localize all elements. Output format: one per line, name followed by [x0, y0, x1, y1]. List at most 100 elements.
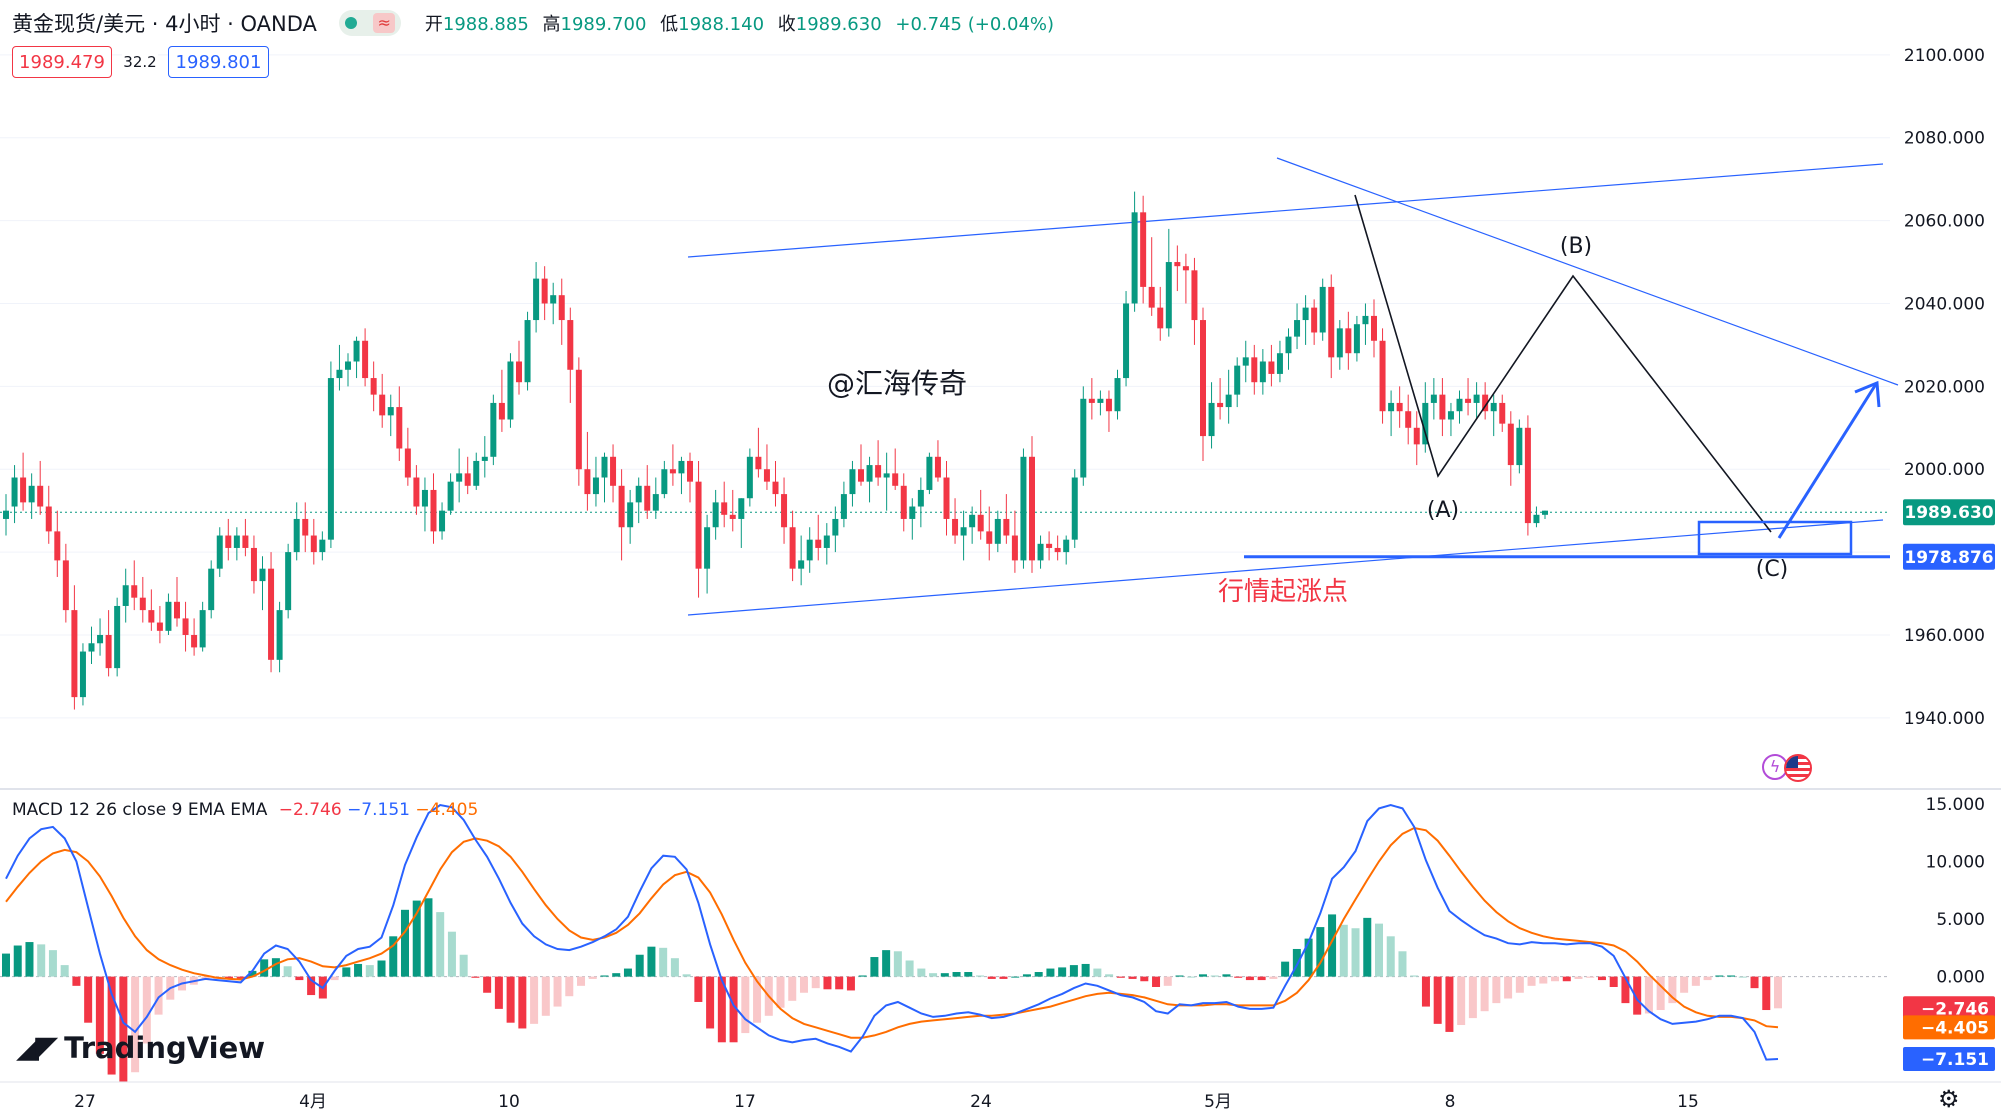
macd-histogram-bar — [1105, 974, 1114, 977]
last-price-badge — [1903, 499, 1995, 526]
macd-histogram-bar — [717, 976, 726, 1043]
candle-body — [464, 473, 471, 486]
candle-body — [199, 610, 206, 648]
candle-body — [866, 465, 873, 482]
macd-histogram-bar — [1750, 976, 1759, 989]
macd-histogram-bar — [659, 947, 668, 977]
candle-body — [969, 514, 976, 528]
candle-body — [994, 518, 1001, 544]
candle-body — [131, 585, 138, 598]
macd-histogram-bar — [1457, 976, 1466, 1026]
macd-histogram-bar — [354, 963, 363, 977]
macd-histogram-bar — [565, 976, 574, 997]
candle-body — [1054, 547, 1061, 553]
candle-body — [541, 278, 548, 304]
candle-body — [1157, 307, 1164, 329]
candle-body — [165, 601, 172, 631]
candle-body — [1490, 402, 1497, 412]
zone-rectangle[interactable] — [1697, 520, 1853, 556]
candle-body — [1413, 427, 1420, 445]
macd-histogram-bar — [1762, 976, 1771, 1011]
time-tick-label: 5月 — [1204, 1092, 1232, 1112]
candle-body — [327, 378, 334, 540]
macd-histogram-bar — [471, 976, 480, 978]
macd-histogram-bar — [741, 976, 750, 1034]
macd-histogram-bar — [506, 976, 515, 1023]
candle-body — [71, 610, 78, 698]
candle-body — [1105, 398, 1112, 412]
candle-body — [1182, 266, 1189, 271]
macd-histogram-bar — [577, 976, 586, 986]
candle-body — [507, 361, 514, 420]
approx-icon: ≈ — [373, 13, 395, 33]
candle-body — [1328, 286, 1335, 358]
macd-tick-label: 10.000 — [1926, 852, 1985, 872]
candle-body — [20, 477, 27, 503]
macd-signal-badge — [1903, 1015, 1995, 1040]
symbol-title[interactable]: 黄金现货/美元 · 4小时 · OANDA — [12, 12, 317, 36]
candle-body — [1482, 394, 1489, 412]
macd-histogram-bar — [119, 976, 128, 1082]
macd-histogram-bar — [1187, 976, 1196, 978]
lightning-event-icon[interactable]: ϟ — [1762, 754, 1788, 780]
candle-body — [721, 502, 728, 515]
macd-hist-badge — [1903, 996, 1995, 1021]
macd-histogram-bar — [1562, 976, 1571, 982]
channel-lower-line[interactable] — [687, 519, 1884, 616]
candle-body — [1071, 477, 1078, 540]
candle-body — [387, 407, 394, 416]
candle-body — [533, 278, 540, 321]
candle-body — [481, 456, 488, 461]
candle-body — [584, 469, 591, 495]
macd-legend[interactable]: MACD 12 26 close 9 EMA EMA −2.746 −7.151… — [12, 800, 478, 820]
candle-body — [738, 498, 745, 519]
macd-histogram-bar — [1210, 975, 1219, 977]
candle-body — [250, 547, 257, 582]
candle-body — [345, 361, 351, 370]
candle-body — [430, 489, 437, 532]
candle-body — [601, 456, 608, 478]
descending-resistance-line[interactable] — [1276, 157, 1899, 386]
macd-histogram-bar — [236, 976, 245, 980]
macd-histogram-bar — [799, 976, 808, 993]
market-status-toggle[interactable]: ≈ — [338, 10, 401, 36]
candle-body — [336, 369, 343, 379]
macd-indicator-label: MACD 12 26 close 9 EMA EMA — [12, 800, 268, 820]
macd-histogram-bar — [905, 960, 914, 977]
macd-histogram-bar — [788, 976, 797, 1001]
candle-body — [268, 568, 275, 660]
macd-tick-label: 5.000 — [1936, 910, 1985, 930]
wave-c-label: (C) — [1756, 557, 1789, 582]
candle-body — [1063, 539, 1070, 553]
candle-body — [1456, 398, 1463, 412]
candle-body — [1097, 398, 1104, 403]
tradingview-logo[interactable]: ◢◤ TradingView — [16, 1030, 265, 1065]
candle-body — [1430, 394, 1437, 403]
candle-body — [610, 456, 617, 486]
time-tick-label: 8 — [1445, 1092, 1456, 1112]
candle-body — [1524, 427, 1531, 524]
projection-arrow-line[interactable] — [1777, 383, 1878, 539]
channel-upper-line[interactable] — [687, 163, 1884, 258]
macd-line-value: −7.151 — [347, 800, 410, 820]
macd-line[interactable] — [5, 803, 1779, 1061]
macd-histogram-bar — [612, 973, 621, 977]
candle-body — [550, 295, 557, 304]
signal-line[interactable] — [5, 826, 1779, 1039]
settings-gear-icon[interactable]: ⚙ — [1938, 1085, 1960, 1113]
us-flag-event-icon[interactable] — [1784, 754, 1812, 782]
abc-wave-lines[interactable] — [1354, 194, 1772, 533]
macd-histogram-bar — [283, 966, 292, 977]
macd-histogram-bar — [952, 972, 961, 977]
candle-body — [1080, 398, 1087, 478]
macd-histogram-bar — [1069, 965, 1078, 977]
buy-price-button[interactable]: 1989.801 — [168, 46, 269, 78]
macd-histogram-bar — [1727, 975, 1736, 977]
sell-price-button[interactable]: 1989.479 — [12, 46, 112, 78]
event-markers[interactable]: ϟ — [1762, 754, 1818, 782]
macd-histogram-bar — [882, 950, 891, 977]
candle-body — [439, 510, 446, 532]
macd-histogram-bar — [987, 976, 996, 979]
candle-body — [567, 320, 574, 370]
